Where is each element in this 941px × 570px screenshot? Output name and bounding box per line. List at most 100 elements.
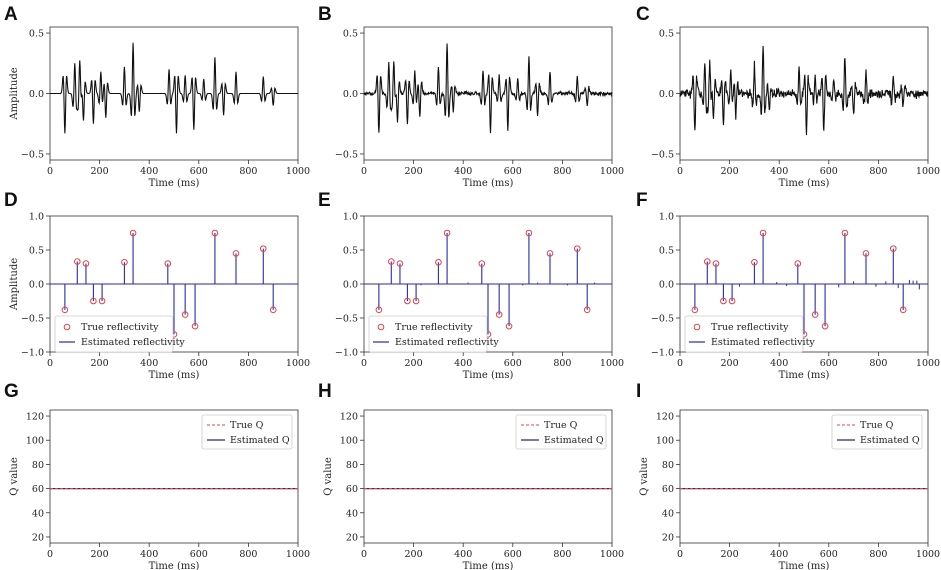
panel-letter: F (636, 190, 648, 211)
panel-letter: D (4, 190, 18, 211)
y-tick-label: 60 (662, 484, 674, 495)
true-reflectivity-marker (232, 250, 240, 257)
x-tick-label: 200 (405, 358, 423, 369)
x-tick-label: 400 (454, 166, 472, 177)
x-tick-label: 800 (239, 358, 257, 369)
true-reflectivity-marker (121, 258, 128, 266)
x-tick-label: 200 (721, 358, 739, 369)
x-tick-label: 200 (91, 358, 109, 369)
y-tick-label: 0.0 (343, 280, 358, 291)
x-tick-label: 0 (47, 549, 53, 560)
x-tick-label: 600 (190, 358, 208, 369)
x-tick-label: 200 (405, 549, 423, 560)
x-tick-label: 600 (504, 166, 522, 177)
axes-frame (49, 409, 299, 544)
x-tick-label: 800 (239, 166, 257, 177)
true-reflectivity-marker (269, 306, 277, 314)
y-tick-label: −0.5 (21, 314, 44, 325)
chart-panel-i: I 0 200 400 600 800 1000 20 40 60 80 100 120 Time (ms… (636, 381, 940, 570)
y-tick-label: −0.5 (651, 314, 674, 325)
x-tick-label: 800 (869, 166, 887, 177)
legend-label: True Q (230, 420, 264, 431)
panel-letter: E (318, 190, 331, 211)
y-tick-label: 80 (32, 460, 44, 471)
y-tick-label: 80 (346, 460, 358, 471)
x-tick-label: 200 (721, 166, 739, 177)
x-tick-label: 1000 (286, 358, 310, 369)
true-reflectivity-marker (751, 258, 758, 266)
x-tick-label: 0 (47, 166, 53, 177)
chart-panel-c: C 0 200 400 600 800 1000 −0.5 0.0 0.5 Time (ms) (636, 4, 940, 189)
x-tick-label: 200 (91, 166, 109, 177)
x-axis-label: Time (ms) (149, 370, 200, 381)
y-tick-label: 0.5 (659, 246, 674, 257)
true-reflectivity-marker (90, 297, 97, 305)
y-tick-label: 20 (32, 532, 44, 543)
x-tick-label: 1000 (916, 358, 940, 369)
true-reflectivity-marker (478, 260, 486, 267)
x-axis-label: Time (ms) (149, 178, 200, 189)
x-tick-label: 0 (361, 549, 367, 560)
y-tick-label: 60 (346, 484, 358, 495)
chart-panel-h: H 0 200 400 600 800 1000 20 40 60 80 100 120 Time (ms… (318, 381, 624, 570)
legend-box (54, 315, 174, 353)
legend-label: Estimated Q (230, 435, 290, 446)
legend-label: True reflectivity (81, 322, 159, 333)
legend-label: True Q (860, 420, 894, 431)
panel-letter: A (4, 4, 18, 25)
true-reflectivity-marker (794, 260, 802, 267)
x-tick-label: 800 (553, 549, 571, 560)
chart-panel-d: D 0 200 400 600 800 1000 −1.0 −0.5 0.0 0.5 1.0 Time … (4, 190, 310, 381)
true-reflectivity-marker (525, 229, 533, 237)
axes-frame (363, 409, 613, 544)
true-reflectivity-marker (728, 297, 736, 305)
x-tick-label: 1000 (916, 549, 940, 560)
y-tick-label: 1.0 (343, 212, 358, 223)
x-tick-label: 400 (770, 358, 788, 369)
y-tick-label: 40 (346, 508, 358, 519)
y-tick-label: 0.5 (343, 246, 358, 257)
true-reflectivity-marker (181, 311, 189, 318)
panel-letter: I (636, 381, 641, 402)
true-reflectivity-marker (495, 311, 503, 318)
legend-label: True reflectivity (395, 322, 473, 333)
x-tick-label: 0 (677, 549, 683, 560)
panel-letter: C (636, 4, 650, 25)
y-tick-label: 40 (662, 508, 674, 519)
y-axis-label: Q value (9, 457, 20, 496)
y-tick-label: 120 (26, 412, 44, 423)
true-reflectivity-marker (387, 258, 395, 265)
chart-panel-g: G 0 200 400 600 800 1000 20 40 60 80 100 120 Time (ms… (4, 381, 310, 570)
true-reflectivity-marker (889, 245, 897, 252)
seismic-trace (679, 45, 929, 136)
x-tick-label: 200 (405, 166, 423, 177)
true-reflectivity-marker (73, 258, 81, 265)
y-tick-label: −0.5 (21, 149, 44, 160)
true-reflectivity-marker (191, 322, 199, 330)
x-tick-label: 1000 (286, 549, 310, 560)
legend-label: Estimated Q (860, 435, 920, 446)
x-tick-label: 400 (770, 549, 788, 560)
x-axis-label: Time (ms) (463, 561, 514, 570)
true-reflectivity-marker (396, 260, 404, 267)
x-tick-label: 600 (820, 166, 838, 177)
x-tick-label: 600 (820, 549, 838, 560)
true-reflectivity-marker (691, 306, 699, 314)
chart-panel-e: E 0 200 400 600 800 1000 −1.0 −0.5 0.0 0.5 1.0 Time … (318, 190, 624, 381)
chart-panel-b: B 0 200 400 600 800 1000 −0.5 0.0 0.5 Time (ms) (318, 4, 624, 189)
x-axis-label: Time (ms) (149, 561, 200, 570)
y-tick-label: 100 (656, 436, 674, 447)
x-tick-label: 400 (454, 549, 472, 560)
seismic-trace (50, 42, 298, 134)
x-tick-label: 1000 (600, 358, 624, 369)
legend-label: True Q (544, 420, 578, 431)
legend-box (368, 315, 488, 353)
x-tick-label: 400 (140, 358, 158, 369)
panel-letter: B (318, 4, 332, 25)
true-reflectivity-marker (61, 306, 69, 314)
true-reflectivity-marker (98, 297, 106, 305)
x-tick-label: 1000 (286, 166, 310, 177)
x-tick-label: 0 (47, 358, 53, 369)
x-tick-label: 200 (721, 549, 739, 560)
legend-true-marker (693, 323, 701, 331)
